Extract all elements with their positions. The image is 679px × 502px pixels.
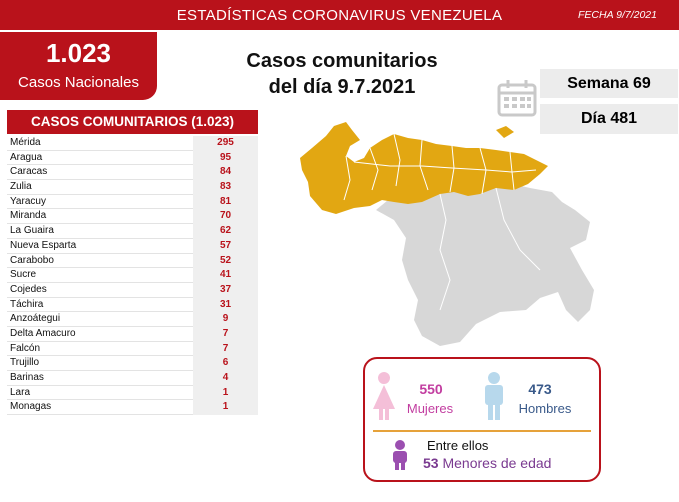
- state-name: Aragua: [10, 151, 43, 163]
- minors-line: 53 Menores de edad: [423, 455, 551, 471]
- minors-intro: Entre ellos: [427, 438, 489, 453]
- case-count: 1: [193, 385, 258, 401]
- state-name: Monagas: [10, 401, 52, 413]
- case-count: 7: [193, 341, 258, 357]
- men-count: 473: [528, 381, 552, 397]
- women-count: 550: [419, 381, 443, 397]
- week-box: Semana 69: [540, 69, 678, 98]
- main-title-line2: del día 9.7.2021: [268, 76, 416, 98]
- table-row: Falcón 7: [7, 341, 258, 357]
- case-count: 1: [193, 400, 258, 416]
- table-row: Trujillo 6: [7, 356, 258, 371]
- man-icon: [485, 372, 503, 420]
- case-count: 295: [193, 136, 258, 151]
- case-count: 84: [193, 165, 258, 181]
- state-name: Mérida: [10, 137, 41, 148]
- table-row: Anzoátegui 9: [7, 312, 258, 327]
- men-label: Hombres: [518, 401, 572, 416]
- national-cases-number: 1.023: [45, 38, 112, 68]
- case-count: 7: [193, 326, 258, 342]
- national-cases-box: 1.023 Casos Nacionales: [0, 32, 157, 100]
- table-row: Mérida 295: [7, 136, 258, 151]
- table-row: Carabobo 52: [7, 253, 258, 269]
- case-count: 83: [193, 180, 258, 195]
- main-title-line1: Casos comunitarios: [246, 50, 438, 72]
- woman-icon: [373, 372, 395, 420]
- case-count: 31: [193, 297, 258, 313]
- table-row: Táchira 31: [7, 297, 258, 313]
- venezuela-map: [300, 122, 594, 346]
- table-row: Miranda 70: [7, 209, 258, 225]
- case-count: 9: [193, 312, 258, 327]
- table-row: Delta Amacuro 7: [7, 326, 258, 342]
- table-row: Barinas 4: [7, 371, 258, 386]
- main-title: Casos comunitarios del día 9.7.2021: [232, 48, 452, 100]
- table-row: Monagas 1: [7, 400, 258, 416]
- state-name: Caracas: [10, 166, 48, 178]
- map-region-affected: [300, 122, 548, 214]
- top-banner: ESTADÍSTICAS CORONAVIRUS VENEZUELA FECHA…: [0, 0, 679, 30]
- table-header: CASOS COMUNITARIOS (1.023): [7, 110, 258, 134]
- state-name: Nueva Esparta: [10, 239, 77, 251]
- table-row: La Guaira 62: [7, 224, 258, 239]
- case-count: 52: [193, 253, 258, 269]
- case-count: 95: [193, 150, 258, 166]
- minors-label: Menores de edad: [442, 455, 552, 471]
- state-name: Yaracuy: [10, 195, 46, 207]
- table-row: Aragua 95: [7, 150, 258, 166]
- table-row: Zulia 83: [7, 180, 258, 195]
- case-count: 6: [193, 356, 258, 371]
- state-name: Táchira: [10, 298, 44, 310]
- state-name: Falcón: [10, 342, 41, 354]
- state-name: Cojedes: [10, 283, 47, 295]
- gender-breakdown-box: 550 Mujeres 473 Hombres Entre ellos 53 M…: [363, 357, 601, 482]
- calendar-icon: [497, 80, 537, 117]
- case-count: 62: [193, 224, 258, 239]
- map-region-gray: [376, 180, 594, 346]
- minors-count: 53: [423, 455, 439, 471]
- state-name: Anzoátegui: [10, 313, 61, 325]
- state-name: Zulia: [10, 181, 32, 193]
- state-name: Lara: [10, 386, 31, 398]
- cases-table: Mérida 295 Aragua 95 Caracas 84 Zulia 83 Yaracuy…: [7, 136, 258, 416]
- child-icon: [393, 440, 407, 470]
- state-name: Delta Amacuro: [10, 327, 76, 339]
- state-name: Trujillo: [10, 357, 40, 369]
- state-name: Miranda: [10, 210, 47, 222]
- case-count: 70: [193, 209, 258, 225]
- report-date: FECHA 9/7/2021: [578, 9, 657, 21]
- divider: [373, 430, 591, 432]
- day-box: Día 481: [540, 104, 678, 134]
- table-row: Yaracuy 81: [7, 194, 258, 210]
- case-count: 4: [193, 371, 258, 386]
- state-name: Barinas: [10, 372, 44, 383]
- table-row: Nueva Esparta 57: [7, 238, 258, 254]
- case-count: 57: [193, 238, 258, 254]
- table-row: Caracas 84: [7, 165, 258, 181]
- national-cases-label: Casos Nacionales: [18, 74, 139, 91]
- map-island: [496, 126, 514, 138]
- table-row: Cojedes 37: [7, 282, 258, 298]
- page-title: ESTADÍSTICAS CORONAVIRUS VENEZUELA: [176, 7, 503, 24]
- state-name: La Guaira: [10, 225, 54, 237]
- case-count: 81: [193, 194, 258, 210]
- table-row: Lara 1: [7, 385, 258, 401]
- table-row: Sucre 41: [7, 268, 258, 283]
- case-count: 41: [193, 268, 258, 283]
- state-name: Sucre: [10, 269, 37, 281]
- women-label: Mujeres: [406, 401, 454, 416]
- case-count: 37: [193, 282, 258, 298]
- state-name: Carabobo: [10, 254, 54, 266]
